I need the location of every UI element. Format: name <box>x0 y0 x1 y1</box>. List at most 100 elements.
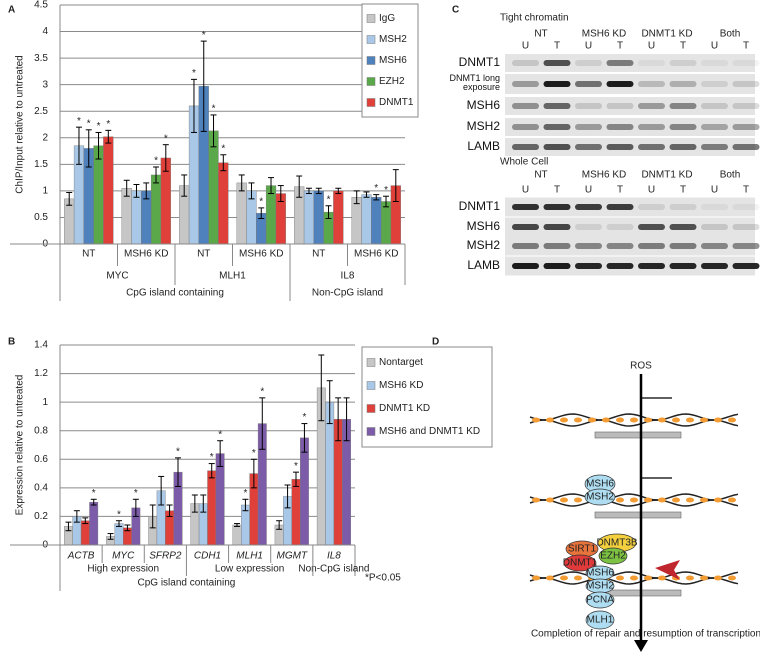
blot-band <box>732 124 760 130</box>
nucleosome-dot <box>574 417 582 423</box>
error-bar <box>95 131 102 160</box>
significance-mark: * <box>164 133 168 144</box>
error-bar <box>75 126 82 165</box>
x-tick-label: SFRP2 <box>149 551 182 562</box>
error-bar <box>301 423 308 453</box>
legend-swatch <box>366 358 376 367</box>
error-bar <box>124 524 131 532</box>
legend-label: DNMT1 <box>379 97 414 108</box>
blot-band <box>732 60 760 66</box>
bar <box>207 470 217 546</box>
y-tick-label: 1.4 <box>34 340 48 351</box>
significance-mark: * <box>176 446 180 457</box>
y-tick-label: 0.4 <box>34 482 48 493</box>
bar <box>150 174 162 245</box>
blot-strip <box>505 217 755 237</box>
blot-band <box>543 60 571 66</box>
error-bar <box>238 174 245 192</box>
significance-mark: * <box>87 118 91 129</box>
legend-swatch <box>366 381 376 390</box>
blot-group: DNMT1 KD <box>641 29 692 40</box>
transcription-arrow <box>640 397 672 412</box>
blot-row-label: MSH6 <box>466 98 500 112</box>
significance-mark: * <box>92 488 96 499</box>
panel-letter: C <box>452 5 459 16</box>
blot-group: MSH6 KD <box>582 170 626 181</box>
error-bar <box>315 187 322 195</box>
nucleosome-dot <box>546 497 554 503</box>
lane-label: T <box>743 185 749 196</box>
y-tick-label: 4.5 <box>34 0 48 11</box>
bar <box>351 197 362 245</box>
blot-band <box>512 103 539 109</box>
nucleosome-dot <box>616 575 624 581</box>
blot-band <box>575 204 602 210</box>
lane-label: U <box>648 41 655 52</box>
blot-band <box>701 124 728 130</box>
significance-mark: * <box>77 116 81 127</box>
blot-row-label: MSH6 <box>466 219 500 233</box>
lane-label: T <box>617 41 623 52</box>
blot-band <box>669 60 697 66</box>
significance-mark: * <box>97 121 101 132</box>
nucleosome-dot <box>644 575 652 581</box>
significance-mark: * <box>106 119 110 130</box>
bar <box>291 479 301 546</box>
significance-mark: * <box>218 429 222 440</box>
nucleosome-dot <box>714 497 722 503</box>
significance-mark: * <box>210 452 214 463</box>
nucleosome-dot <box>672 417 680 423</box>
nucleosome-dot <box>574 497 582 503</box>
nucleosome-dot <box>714 575 722 581</box>
blot-band <box>732 103 760 109</box>
legend-swatch <box>366 77 376 86</box>
blot-band <box>732 144 760 150</box>
node-label: SIRT1 <box>568 544 597 555</box>
y-tick-label: 0.2 <box>34 511 48 522</box>
error-bar <box>82 517 89 525</box>
y-tick-label: 0.8 <box>34 425 48 436</box>
nucleosome-dot <box>532 575 540 581</box>
blot-band <box>701 204 728 210</box>
nucleosome-dot <box>700 497 708 503</box>
error-bar <box>85 129 92 168</box>
blot-strip <box>505 97 755 115</box>
blot-group: MSH6 KD <box>582 29 626 40</box>
blot-band <box>638 204 665 210</box>
diagram-caption: Completion of repair and resumption of t… <box>531 629 760 640</box>
legend-swatch <box>366 35 376 44</box>
x-tick-label: CDH1 <box>194 551 221 562</box>
error-bar <box>153 166 160 184</box>
lane-label: U <box>648 185 655 196</box>
lane-label: U <box>522 185 529 196</box>
blot-band <box>512 224 539 230</box>
error-bar <box>65 521 72 532</box>
error-bar <box>335 397 342 442</box>
blot-band <box>606 81 634 87</box>
gray-bar <box>594 511 682 519</box>
significance-mark: * <box>327 194 331 205</box>
legend-label: MSH6 <box>379 55 407 66</box>
error-bar <box>363 191 370 198</box>
legend-swatch <box>366 98 376 107</box>
panel-letter: A <box>8 5 15 16</box>
nucleosome-dot <box>602 417 610 423</box>
error-bar <box>373 194 380 201</box>
blot-band <box>543 81 571 87</box>
x-tick-label: NT <box>197 249 210 260</box>
blot-band <box>606 243 634 249</box>
bar <box>93 145 104 245</box>
blot-band <box>669 81 697 87</box>
supergroup-label: CpG island containing <box>126 288 224 299</box>
x-tick-label: MSH6 KD <box>124 249 168 260</box>
blot-band <box>732 224 760 230</box>
legend-label: MSH6 KD <box>379 380 423 391</box>
nucleosome-dot <box>560 497 568 503</box>
blot-band <box>543 124 571 130</box>
legend-label: IgG <box>379 13 395 24</box>
node-label: MSH2 <box>586 492 614 503</box>
x-tick-label: NT <box>312 249 325 260</box>
blot-band <box>575 224 602 230</box>
lane-label: U <box>585 41 592 52</box>
node-label: PCNA <box>586 595 614 606</box>
